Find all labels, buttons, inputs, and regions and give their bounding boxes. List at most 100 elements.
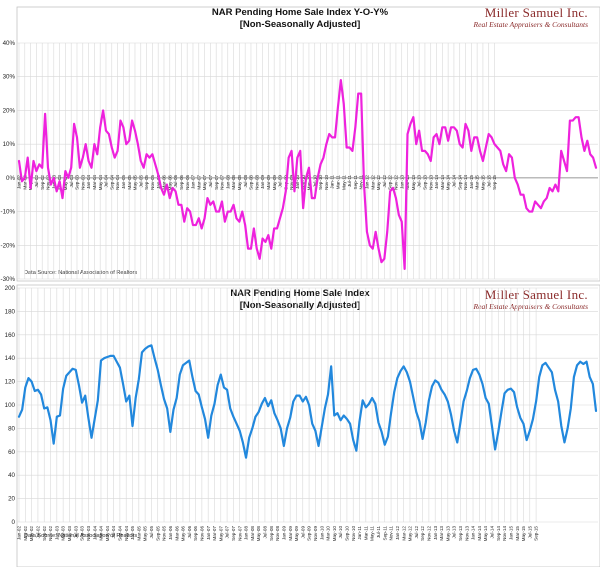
index-y-tick-label: 0 [12, 519, 16, 526]
index-x-tick-label: Jul-04 [111, 526, 116, 539]
yoy-x-tick-label: Jan-10 [295, 175, 300, 189]
yoy-x-tick-label: Nov-09 [289, 175, 294, 190]
index-x-tick-label: Sep-07 [231, 526, 236, 541]
yoy-x-tick-label: Sep-08 [249, 175, 254, 190]
index-x-tick-label: Jan-15 [508, 526, 513, 540]
yoy-x-tick-label: Sep-07 [214, 175, 219, 190]
yoy-x-tick-label: Mar-12 [370, 175, 375, 190]
yoy-x-tick-label: Nov-07 [220, 175, 225, 190]
index-x-tick-label: Nov-09 [313, 526, 318, 541]
yoy-x-tick-label: Sep-06 [179, 175, 184, 190]
index-x-tick-label: Mar-12 [401, 526, 406, 541]
index-x-tick-label: Mar-09 [288, 526, 293, 541]
yoy-chart-panel: NAR Pending Home Sale Index Y-O-Y% [Non-… [1, 5, 600, 283]
yoy-x-tick-label: Mar-10 [301, 175, 306, 190]
index-y-tick-label: 200 [5, 285, 16, 292]
index-x-tick-label: Jul-07 [225, 526, 230, 539]
yoy-x-tick-label: Mar-08 [231, 175, 236, 190]
index-x-tick-label: Jan-12 [395, 526, 400, 540]
index-x-tick-label: Sep-13 [458, 526, 463, 541]
index-x-tick-label: Mar-10 [326, 526, 331, 541]
index-x-tick-label: Jan-09 [281, 526, 286, 540]
yoy-x-tick-label: May-08 [237, 175, 242, 191]
yoy-x-tick-label: Mar-11 [336, 175, 341, 190]
index-x-tick-label: Jan-08 [244, 526, 249, 540]
index-x-axis: Jan-02 Mar-02 May-02 Jul-02 Sep-02 Nov-02 Jan-… [17, 526, 539, 542]
index-x-tick-label: Jul-13 [452, 526, 457, 539]
yoy-x-tick-label: Jan-06 [156, 175, 161, 189]
yoy-x-tick-label: May-13 [411, 175, 416, 191]
index-x-tick-label: May-14 [483, 526, 488, 542]
yoy-x-tick-label: Mar-06 [162, 175, 167, 190]
yoy-series [17, 78, 598, 270]
index-x-tick-label: Mar-05 [136, 526, 141, 541]
index-x-tick-label: Jul-02 [36, 526, 41, 539]
yoy-x-tick-label: Nov-06 [185, 175, 190, 190]
yoy-x-tick-label: Jul-11 [347, 175, 352, 188]
index-x-tick-label: Nov-07 [237, 526, 242, 541]
yoy-x-tick-label: Jan-02 [17, 175, 22, 189]
yoy-x-tick-label: Jan-13 [399, 175, 404, 189]
yoy-x-tick-label: Jul-03 [69, 175, 74, 188]
yoy-data-source: Data Source: National Association of Rea… [24, 270, 137, 276]
yoy-x-tick-label: May-06 [167, 175, 172, 191]
index-x-tick-label: Nov-11 [389, 526, 394, 541]
yoy-x-tick-label: Sep-15 [492, 175, 497, 190]
yoy-y-tick-label: -30% [1, 276, 16, 283]
yoy-chart-subtitle: [Non-Seasonally Adjusted] [240, 19, 361, 30]
index-x-tick-label: Jul-09 [300, 526, 305, 539]
yoy-y-tick-label: 10% [3, 141, 16, 148]
yoy-x-tick-label: May-07 [202, 175, 207, 191]
yoy-x-tick-label: Mar-15 [475, 175, 480, 190]
index-x-tick-label: Sep-05 [155, 526, 160, 541]
yoy-x-tick-label: Jul-06 [173, 175, 178, 188]
yoy-x-tick-label: Jan-12 [365, 175, 370, 189]
yoy-x-tick-label: Mar-09 [266, 175, 271, 190]
yoy-y-tick-label: 30% [3, 74, 16, 81]
index-x-tick-label: Jan-14 [471, 526, 476, 540]
brand-tagline: Real Estate Appraisers & Consultants [473, 302, 589, 311]
yoy-x-tick-label: Mar-07 [196, 175, 201, 190]
yoy-x-tick-label: Sep-02 [40, 175, 45, 190]
index-x-tick-label: Jul-08 [263, 526, 268, 539]
yoy-x-tick-label: Nov-08 [254, 175, 259, 190]
yoy-x-tick-label: May-12 [376, 175, 381, 191]
yoy-x-tick-label: Mar-02 [22, 175, 27, 190]
yoy-x-tick-label: Jul-04 [104, 175, 109, 188]
yoy-x-tick-label: Jan-14 [434, 175, 439, 189]
index-series-line [17, 344, 598, 459]
yoy-series-line [17, 78, 598, 270]
index-x-tick-label: Mar-02 [23, 526, 28, 541]
yoy-x-tick-label: Sep-10 [318, 175, 323, 190]
index-x-tick-label: Mar-03 [61, 526, 66, 541]
index-y-tick-label: 80 [8, 425, 15, 432]
yoy-x-tick-label: Jul-02 [34, 175, 39, 188]
yoy-x-tick-label: May-15 [481, 175, 486, 191]
index-x-tick-label: Jul-15 [527, 526, 532, 539]
index-x-tick-label: Nov-08 [275, 526, 280, 541]
yoy-x-tick-label: Nov-05 [150, 175, 155, 190]
brand-tagline: Real Estate Appraisers & Consultants [473, 20, 589, 29]
index-x-tick-label: Nov-04 [124, 526, 129, 541]
yoy-x-tick-label: Jul-07 [208, 175, 213, 188]
yoy-x-tick-label: May-05 [133, 175, 138, 191]
index-x-tick-label: Sep-09 [307, 526, 312, 541]
index-x-tick-label: Nov-12 [426, 526, 431, 541]
index-x-tick-label: Jan-05 [130, 526, 135, 540]
index-x-tick-label: Mar-06 [174, 526, 179, 541]
index-x-tick-label: Jul-03 [73, 526, 78, 539]
yoy-x-tick-label: Nov-12 [394, 175, 399, 190]
index-x-tick-label: Jan-13 [433, 526, 438, 540]
index-x-tick-label: Sep-15 [534, 526, 539, 541]
index-x-tick-label: Jan-04 [92, 526, 97, 540]
yoy-x-tick-label: Sep-11 [353, 175, 358, 190]
index-x-tick-label: Sep-06 [193, 526, 198, 541]
index-x-tick-label: May-15 [521, 526, 526, 542]
index-x-tick-label: Nov-02 [48, 526, 53, 541]
index-x-tick-label: Nov-13 [464, 526, 469, 541]
yoy-x-tick-label: Jul-13 [417, 175, 422, 188]
index-x-tick-label: Jul-11 [376, 526, 381, 539]
index-x-tick-label: Jan-03 [54, 526, 59, 540]
index-x-tick-label: Mar-13 [439, 526, 444, 541]
index-x-tick-label: May-10 [332, 526, 337, 542]
